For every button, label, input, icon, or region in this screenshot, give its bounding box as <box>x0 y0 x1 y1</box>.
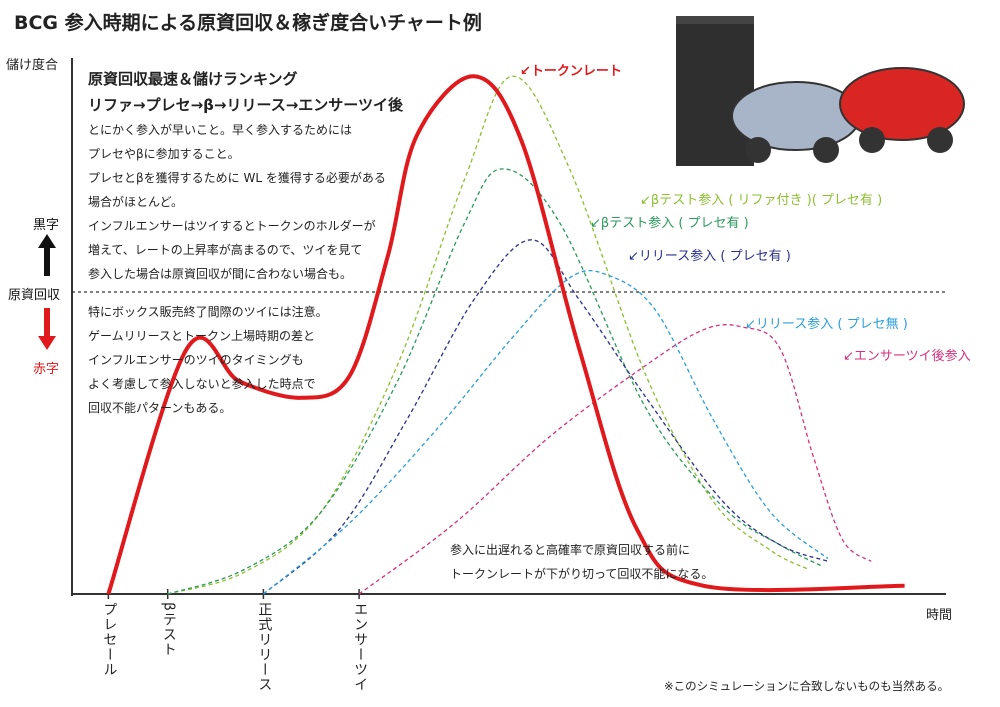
text-line: インフルエンサーはツイするとトークンのホルダーが <box>88 219 376 233</box>
explanation-text-1: とにかく参入が早いこと。早く参入するためには プレセやβに参加すること。 プレセ… <box>88 118 418 286</box>
text-line: トークンレートが下がり切って回収不能になる。 <box>450 567 714 581</box>
x-tick-label: 正式リリース <box>256 602 273 692</box>
ranking-order: リファ→プレセ→β→リリース→エンサーツイ後 <box>88 96 403 114</box>
series-line <box>358 324 872 595</box>
red-car-wheel <box>927 127 953 153</box>
series-label: ↙リリース参入 ( プレセ有 ) <box>628 249 791 264</box>
text-line: 参入した場合は原資回収が間に合わない場合も。 <box>88 267 353 281</box>
profit-label: 黒字 <box>33 218 60 233</box>
text-line: 場合がほとんど。 <box>88 195 184 209</box>
x-tick-label: βテスト <box>160 602 177 657</box>
text-line: ゲームリリースとトークン上場時期の差と <box>88 329 316 343</box>
text-line: 増えて、レートの上昇率が高まるので、ツイを見て <box>88 243 363 257</box>
text-line: とにかく参入が早いこと。早く参入するためには <box>88 123 353 137</box>
series-label: ↙βテスト参入 ( プレセ有 ) <box>590 216 749 231</box>
text-line: 参入に出遅れると高確率で原資回収する前に <box>450 543 691 557</box>
text-line: 特にボックス販売終了間際のツイには注意。 <box>88 305 328 319</box>
x-tick-label: エンサーツイ <box>352 602 369 692</box>
up-arrow-icon <box>38 234 56 276</box>
late-entry-note: 参入に出遅れると高確率で原資回収する前に トークンレートが下がり切って回収不能に… <box>450 538 713 586</box>
footnote: ※このシミュレーションに合致しないものも当然ある。 <box>664 679 950 693</box>
loss-label: 赤字 <box>33 362 60 377</box>
series-line <box>262 239 829 595</box>
grey-car-wheel <box>745 137 771 163</box>
red-car-icon <box>839 67 965 141</box>
series-line <box>167 168 824 595</box>
series-line <box>106 74 905 595</box>
red-car-wheel <box>859 127 885 153</box>
explanation-text-2: 特にボックス販売終了間際のツイには注意。 ゲームリリースとトークン上場時期の差と… <box>88 300 418 420</box>
x-tick-label: プレセール <box>101 602 118 677</box>
text-line: プレセやβに参加すること。 <box>88 147 240 161</box>
series-label: ↙トークンレート <box>520 64 622 79</box>
wall-shape <box>676 16 754 166</box>
text-line: 回収不能パターンもある。 <box>88 401 232 415</box>
series-line <box>262 269 829 595</box>
text-line: プレセとβを獲得するために WL を獲得する必要がある <box>88 171 386 185</box>
y-axis-label: 儲け度合 <box>6 58 59 73</box>
wall-top <box>676 16 754 24</box>
text-line: インフルエンサーのツイのタイミングも <box>88 353 304 367</box>
down-arrow-icon <box>38 308 56 350</box>
breakeven-label: 原資回収 <box>8 288 61 303</box>
chart-title: BCG 参入時期による原資回収＆稼ぎ度合いチャート例 <box>14 12 482 34</box>
x-axis-label: 時間 <box>926 608 953 623</box>
grey-car-wheel <box>813 137 839 163</box>
series-label: ↙リリース参入 ( プレセ無 ) <box>745 317 908 332</box>
series-label: ↙βテスト参入 ( リファ付き )( プレセ有 ) <box>640 193 883 208</box>
series-label: ↙エンサーツイ後参入 <box>843 349 971 364</box>
illustration <box>676 16 965 166</box>
ranking-heading: 原資回収最速＆儲けランキング <box>88 70 298 88</box>
text-line: よく考慮して参入しないと参入した時点で <box>88 377 316 391</box>
